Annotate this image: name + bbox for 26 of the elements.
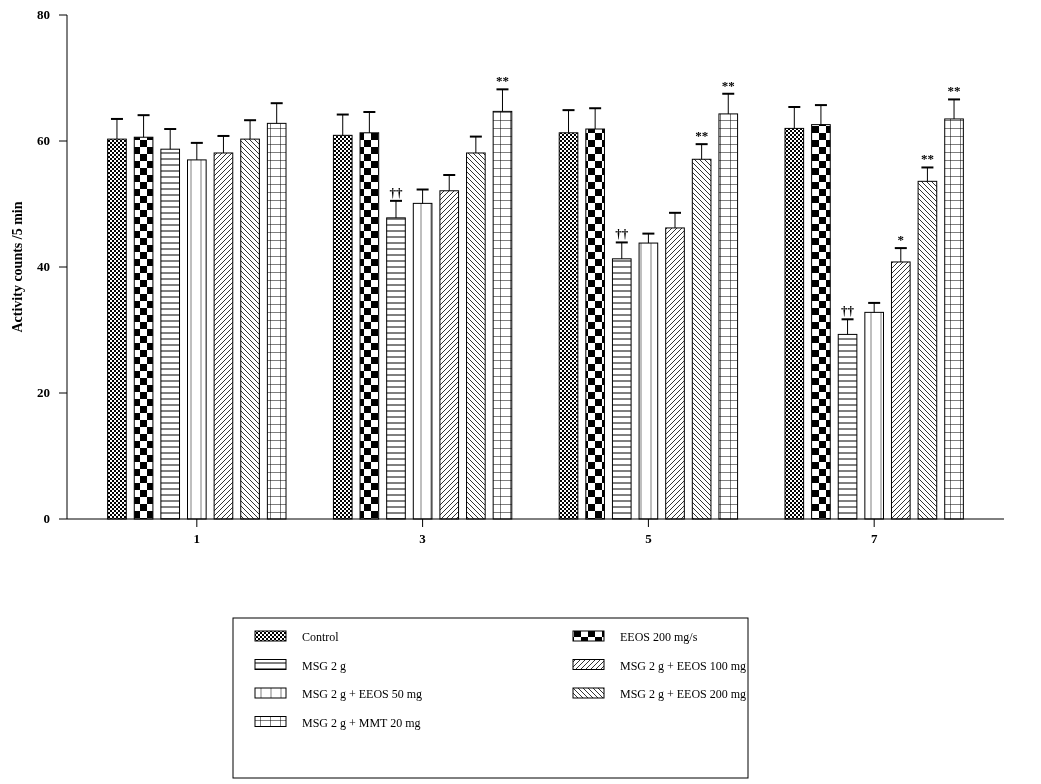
legend-label: MSG 2 g + EEOS 50 mg [302,687,423,701]
y-tick-label: 20 [37,385,50,400]
annotation: ** [695,128,709,144]
y-tick-label: 40 [37,259,50,274]
x-tick-label: 5 [645,531,653,546]
legend-label: MSG 2 g [302,658,347,673]
y-axis-title: Activity counts /5 min [10,201,25,333]
x-tick-label: 1 [193,531,201,546]
legend-label: EEOS 200 mg/s [620,630,698,644]
annotation: †† [841,303,855,319]
annotation: †† [389,184,403,200]
legend-label: Control [302,630,340,644]
y-tick-label: 60 [37,133,50,148]
legend-label: MSG 2 g + MMT 20 mg [302,715,421,730]
annotation: ** [495,73,509,89]
annotation: * [897,232,905,248]
annotation: ** [920,151,934,167]
y-tick-label: 80 [37,7,50,22]
annotation: ** [947,83,961,99]
annotation: ** [721,77,735,93]
x-tick-label: 7 [870,531,878,546]
legend-label: MSG 2 g + EEOS 200 mg [620,687,747,701]
legend-label: MSG 2 g + EEOS 100 mg [620,658,747,673]
y-tick-label: 0 [43,511,50,526]
annotation: †† [615,226,629,242]
x-tick-label: 3 [419,531,427,546]
